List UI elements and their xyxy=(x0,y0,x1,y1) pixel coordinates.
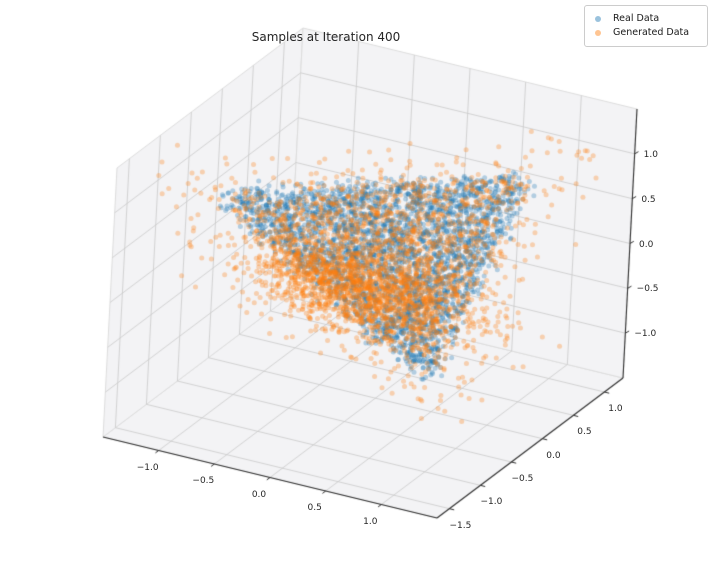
x-axis-tick-label: 0.5 xyxy=(307,503,322,513)
z-axis-tick-label: 0.5 xyxy=(641,194,656,205)
y-axis-tick-label: −1.5 xyxy=(449,520,472,531)
x-axis-tick-label: −0.5 xyxy=(192,476,215,486)
x-axis-tick-label: 1.0 xyxy=(363,516,378,527)
plot-title: Samples at Iteration 400 xyxy=(251,30,401,44)
z-axis-tick-label: −0.5 xyxy=(636,284,659,295)
legend-item-label: Generated Data xyxy=(613,27,690,38)
z-axis-tick-label: 1.0 xyxy=(643,149,658,160)
scatter-marker-icon xyxy=(595,15,601,22)
y-axis-tick-label: 0.5 xyxy=(577,427,592,438)
legend-item-real-data: Real Data xyxy=(593,12,698,25)
x-axis-tick-label: −1.0 xyxy=(136,462,159,473)
y-axis-tick-label: −1.0 xyxy=(480,497,503,508)
y-axis-tick-label: 1.0 xyxy=(608,404,623,414)
legend: Real Data Generated Data xyxy=(584,5,708,47)
legend-item-generated-data: Generated Data xyxy=(593,26,698,39)
scatter-marker-icon xyxy=(595,29,601,36)
y-axis-tick-label: 0.0 xyxy=(546,450,561,461)
legend-item-label: Real Data xyxy=(613,13,660,24)
x-axis-tick-label: 0.0 xyxy=(251,489,267,500)
z-axis-tick-label: −1.0 xyxy=(634,329,657,340)
z-axis-tick-label: 0.0 xyxy=(639,239,654,250)
y-axis-tick-label: −0.5 xyxy=(511,474,534,484)
